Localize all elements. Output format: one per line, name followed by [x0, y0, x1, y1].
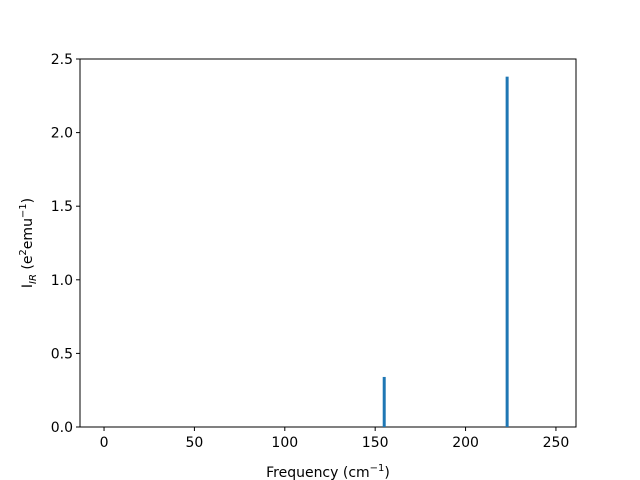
- ylabel-part: (e: [20, 256, 36, 275]
- y-tick-label: 1.5: [51, 199, 73, 215]
- x-tick-label: 150: [362, 435, 389, 451]
- bar: [382, 376, 386, 427]
- y-tick-label: 2.5: [51, 52, 73, 68]
- xlabel-part: Frequency (cm: [266, 465, 370, 480]
- ylabel-part: ): [20, 198, 36, 203]
- ylabel-part: −1: [18, 203, 29, 218]
- ylabel-part: IR: [28, 274, 39, 284]
- ylabel-part: 2: [18, 249, 29, 255]
- y-tick-label: 1.0: [51, 273, 73, 289]
- bar: [505, 76, 509, 427]
- ylabel-part: I: [20, 284, 36, 288]
- xlabel-label: Frequency (cm−1): [266, 463, 390, 480]
- xlabel-part: ): [384, 465, 389, 480]
- ylabel-part: emu: [20, 218, 36, 249]
- x-tick-label: 200: [452, 435, 479, 451]
- y-tick-label: 2.0: [51, 126, 73, 142]
- y-tick-label: 0.5: [51, 346, 73, 362]
- x-tick-label: 100: [271, 435, 298, 451]
- ylabel-label: IIR (e2emu−1): [18, 198, 39, 288]
- x-tick-label: 0: [100, 435, 109, 451]
- xlabel-part: −1: [370, 463, 385, 474]
- x-tick-label: 50: [186, 435, 204, 451]
- plot-frame: [79, 58, 577, 428]
- x-tick-label: 250: [543, 435, 570, 451]
- y-tick-label: 0.0: [51, 420, 73, 436]
